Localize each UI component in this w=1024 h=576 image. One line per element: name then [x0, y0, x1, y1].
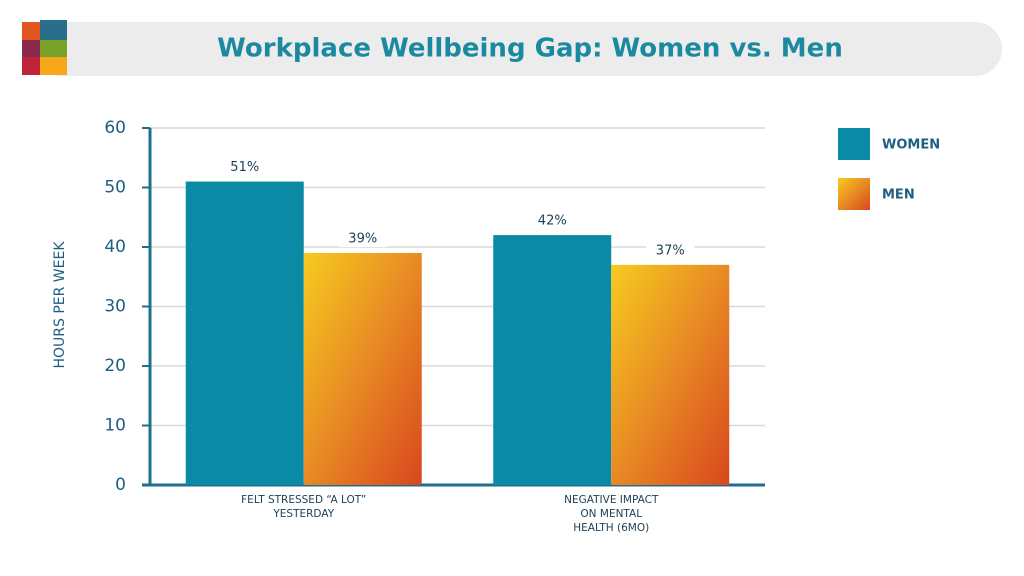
logo	[22, 20, 67, 75]
y-tick-label: 0	[115, 475, 126, 495]
bar	[303, 252, 422, 485]
legend-swatch	[838, 128, 870, 160]
x-tick-label: NEGATIVE IMPACT ON MENTAL HEALTH (6MO)	[564, 494, 659, 534]
y-tick-label: 30	[104, 297, 126, 317]
y-tick-label: 60	[104, 118, 126, 138]
bar	[493, 235, 612, 485]
bar	[611, 264, 730, 485]
title-bar	[35, 22, 1002, 76]
value-label-bg	[646, 240, 695, 259]
bar	[185, 181, 304, 486]
value-label: 51%	[230, 160, 259, 175]
y-axis-title: HOURS PER WEEK	[52, 241, 68, 369]
legend-label: MEN	[882, 188, 915, 203]
value-label-bg	[338, 228, 387, 247]
y-tick-label: 50	[104, 178, 126, 198]
y-tick-label: 10	[104, 416, 126, 436]
legend-label: WOMEN	[882, 138, 940, 153]
x-tick-label: FELT STRESSED “A LOT” YESTERDAY	[241, 494, 367, 520]
value-label: 42%	[538, 214, 567, 229]
y-tick-label: 40	[104, 237, 126, 257]
y-tick-label: 20	[104, 356, 126, 376]
value-label-bg	[528, 211, 577, 230]
value-label: 37%	[656, 243, 685, 258]
chart-title: Workplace Wellbeing Gap: Women vs. Men	[217, 34, 843, 64]
value-label: 39%	[348, 231, 377, 246]
value-label-bg	[220, 157, 269, 176]
legend-swatch	[838, 178, 870, 210]
